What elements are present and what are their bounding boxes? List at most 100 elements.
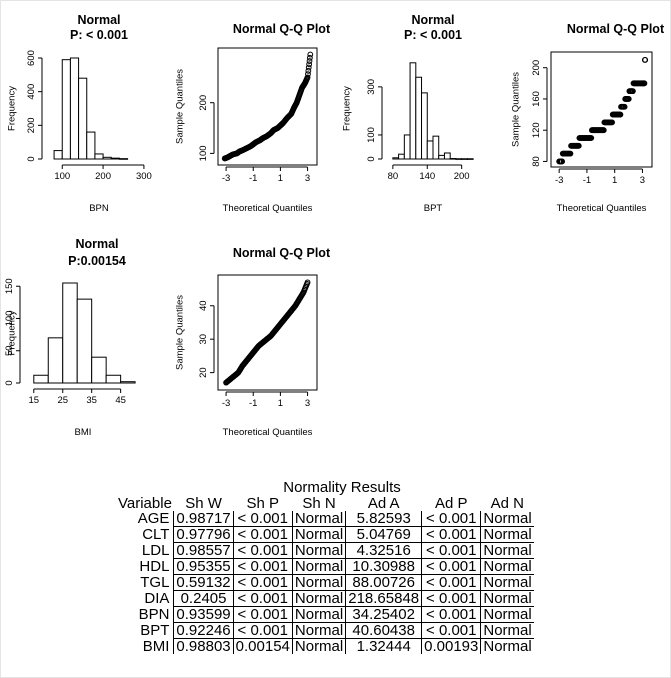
qq-bpt-x-tick-label: 3 <box>640 175 645 186</box>
table-cell: Normal <box>480 622 534 639</box>
table-cell: Normal <box>291 590 346 607</box>
table-row-label: BMI <box>142 637 170 655</box>
hist-bmi-bar <box>91 356 107 384</box>
table-row-label: TGL <box>140 574 170 591</box>
table-cell: Normal <box>480 606 534 623</box>
hist-bpn-x-tick-label: 100 <box>54 171 70 182</box>
table-row: BPN 0.93599 < 0.001 Normal 34.25402 < 0.001 No… <box>116 606 534 623</box>
qq-bpn-x-tick-label: -3 <box>222 173 230 184</box>
table-cell: < 0.001 <box>421 542 481 559</box>
table-cell: 1.32444 <box>345 638 422 654</box>
hist-bpt-title: Normal <box>411 13 454 27</box>
hist-bpt-bar <box>455 158 463 160</box>
qq-bpt-point <box>617 111 624 118</box>
table-cell: Normal <box>291 542 346 559</box>
qq-bpt-y-tick-label: 80 <box>531 156 542 167</box>
qq-bmi-x-tick-label: 1 <box>278 398 283 409</box>
hist-bpt-bar <box>461 158 468 160</box>
qq-bpt-point <box>588 135 595 141</box>
hist-bpt-x-tick-label: 80 <box>388 171 399 182</box>
qq-bpn-point <box>306 54 313 61</box>
table-cell: 0.93599 <box>173 606 234 623</box>
table-title: Normality Results <box>283 479 401 496</box>
table-cell: Normal <box>480 542 534 559</box>
table-cell: Normal <box>291 558 346 575</box>
hist-bpn-bar <box>86 131 96 160</box>
table-cell: < 0.001 <box>232 542 293 559</box>
hist-bmi-bar <box>76 298 93 384</box>
qq-bpt-title: Normal Q-Q Plot <box>567 22 665 36</box>
qq-bpn-y-tick-label: 100 <box>198 145 209 161</box>
table-header-cell: Variable <box>118 495 172 512</box>
hist-bpn-x-tick-label: 300 <box>136 171 152 182</box>
hist-bmi-y-tick-label: 150 <box>4 278 15 294</box>
hist-bpn-bar <box>69 57 80 160</box>
table-cell: 5.82593 <box>345 511 422 527</box>
table-cell: 5.04769 <box>345 526 422 543</box>
table-cell: 4.32516 <box>345 542 422 559</box>
hist-bmi-x-tick-label: 15 <box>29 395 40 406</box>
table-row: BMI 0.98803 0.00154 Normal 1.32444 0.00193 Nor… <box>116 637 534 655</box>
table-cell: < 0.001 <box>421 606 481 623</box>
qq-bpn-point <box>306 61 313 68</box>
qq-bmi-x-tick-label: -1 <box>249 398 257 409</box>
hist-bmi-bar <box>120 381 136 384</box>
table-header-row: Variable Sh W Sh P Sh N Ad A Ad P Ad N <box>116 496 534 511</box>
table-cell: Normal <box>480 574 534 591</box>
hist-bpn-subtitle: P: < 0.001 <box>70 28 128 42</box>
table-cell: < 0.001 <box>232 526 293 543</box>
hist-bpn-bar <box>102 156 112 160</box>
table-header-cell: Sh W <box>185 495 222 512</box>
table-row: DIA 0.2405 < 0.001 Normal 218.65848 < 0.001 No… <box>116 590 534 607</box>
table-header-cell: Ad A <box>367 495 400 512</box>
hist-bpn-bar <box>53 150 63 160</box>
qq-bmi-points <box>223 279 311 386</box>
hist-bpt-y-tick-label: 0 <box>366 156 377 161</box>
qq-bpt-point <box>625 96 632 102</box>
table-row: CLT 0.97796 < 0.001 Normal 5.04769 < 0.001 Nor… <box>116 526 534 543</box>
qq-bpn-x-tick-label: 3 <box>305 173 310 184</box>
qq-bpn-x-tick-label: 1 <box>278 173 283 184</box>
table-row: TGL 0.59132 < 0.001 Normal 88.00726 < 0.001 No… <box>116 574 534 591</box>
qq-bpn-point <box>306 58 313 64</box>
table-cell: 218.65848 <box>345 590 422 607</box>
qq-bpn-xlabel: Theoretical Quantiles <box>223 203 313 214</box>
hist-bpt-bar <box>409 62 417 160</box>
qq-bpn-frame <box>217 47 318 166</box>
qq-bpn-point <box>305 67 312 74</box>
hist-bpt-ylabel: Frequency <box>342 86 353 131</box>
table-cell: < 0.001 <box>421 590 481 607</box>
table-cell: 40.60438 <box>345 622 422 639</box>
table-cell: < 0.001 <box>232 606 293 623</box>
hist-bpt-bar <box>403 134 411 160</box>
qq-bpt-y-tick-label: 200 <box>531 60 542 76</box>
qq-bpt-point <box>630 88 636 95</box>
table-cell: 0.98803 <box>173 638 234 654</box>
qq-bpt-x-tick-label: 1 <box>612 175 617 186</box>
hist-bpn-y-tick-label: 0 <box>26 156 37 161</box>
hist-bpn-bar <box>78 77 88 160</box>
table-cell: < 0.001 <box>232 511 293 527</box>
qq-bpn-point <box>305 71 311 77</box>
table-cell: Normal <box>291 511 346 527</box>
table-cell: Normal <box>480 526 534 543</box>
table-cell: 88.00726 <box>345 574 422 591</box>
table-cell: 0.95355 <box>173 558 234 575</box>
qq-bpt-ylabel: Sample Quantiles <box>511 72 522 147</box>
hist-bmi-bar <box>105 374 122 384</box>
qq-bmi-title: Normal Q-Q Plot <box>233 246 331 260</box>
hist-bpt-bar <box>432 135 440 160</box>
hist-bpt-subtitle: P: < 0.001 <box>404 28 462 42</box>
table-cell: Normal <box>291 622 346 639</box>
hist-bpt-bar <box>426 140 434 160</box>
table-cell: 34.25402 <box>345 606 422 623</box>
table-cell: < 0.001 <box>232 622 293 639</box>
table-row-label: DIA <box>144 590 170 607</box>
hist-bmi-y-tick-label: 0 <box>4 380 15 385</box>
hist-bpn-x-tick-label: 200 <box>95 171 111 182</box>
hist-bpn-bar <box>61 59 71 160</box>
hist-bpn-y-tick-label: 400 <box>26 84 37 100</box>
table-header-cell: Ad N <box>490 495 524 512</box>
table-cell: 0.2405 <box>173 590 234 607</box>
